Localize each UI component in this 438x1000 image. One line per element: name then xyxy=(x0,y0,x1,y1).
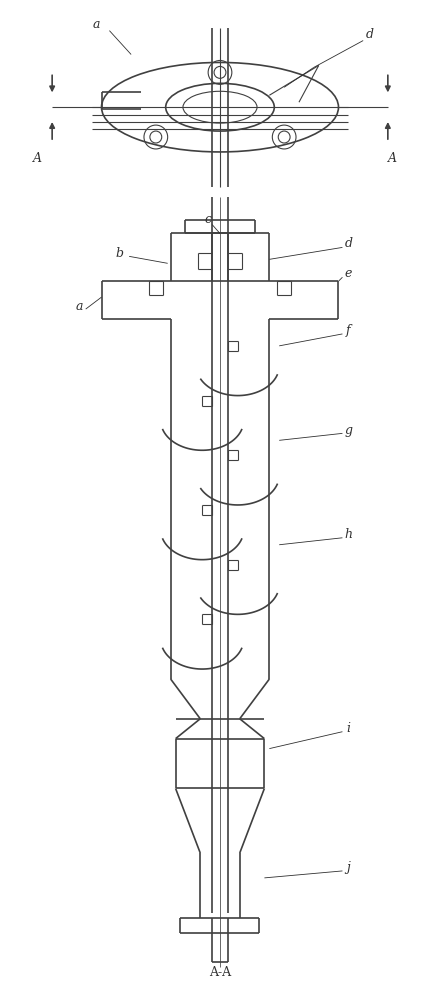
Text: d: d xyxy=(365,28,373,41)
Text: A: A xyxy=(33,152,42,165)
Text: a: a xyxy=(92,18,100,31)
Text: f: f xyxy=(345,324,350,337)
Text: a: a xyxy=(76,300,83,313)
Text: j: j xyxy=(346,861,350,874)
Text: i: i xyxy=(346,722,350,735)
Text: b: b xyxy=(115,247,123,260)
Text: A: A xyxy=(387,152,396,165)
Text: h: h xyxy=(343,528,352,541)
Text: A-A: A-A xyxy=(208,966,230,979)
Text: e: e xyxy=(344,267,351,280)
Text: g: g xyxy=(343,424,352,437)
Text: d: d xyxy=(343,237,352,250)
Text: c: c xyxy=(204,213,211,226)
